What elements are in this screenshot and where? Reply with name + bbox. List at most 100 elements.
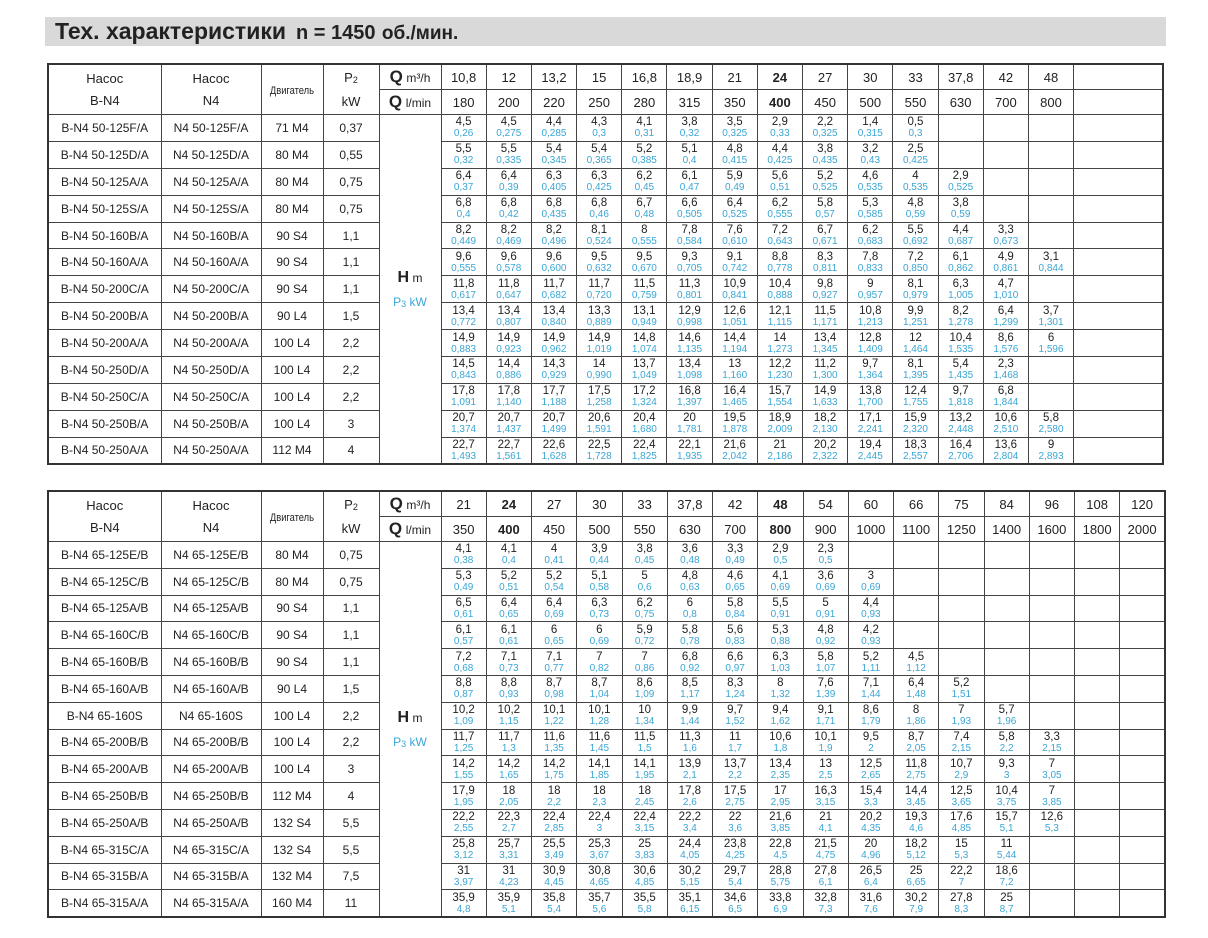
- head-value: 7: [1048, 784, 1056, 797]
- performance-cell: [1027, 382, 1075, 411]
- flow-m3h: 75: [938, 490, 985, 517]
- head-value: 8,2: [455, 224, 472, 236]
- head-value: 9,7: [862, 358, 879, 371]
- power-value: 1,230: [767, 370, 793, 382]
- head-value: 7: [1048, 757, 1056, 770]
- page-title: Тех. характеристики n = 1450 об./мин.: [55, 18, 459, 44]
- power-value: 1,628: [541, 450, 567, 462]
- flow-m3h: 12: [485, 63, 532, 90]
- model-n4: N4 65-250B/B: [160, 782, 262, 810]
- head-value: 2,9: [771, 116, 788, 129]
- power-value: 1,24: [725, 689, 745, 701]
- performance-cell: 8,1 0,979: [892, 275, 939, 304]
- performance-cell: [1073, 541, 1121, 569]
- head-value: 14,8: [633, 331, 656, 344]
- power-value: 2,2: [728, 769, 743, 781]
- head-value: 3,6: [681, 543, 698, 556]
- header-row: Насос B-N4 Насос N4 Двигатель P2 kW Q m³/h 21 24 2…: [47, 490, 1166, 542]
- head-value: 3,6: [817, 570, 834, 583]
- performance-cell: 4,1 0,38: [440, 541, 487, 569]
- model-n4: N4 50-160A/A: [160, 248, 262, 277]
- head-value: 21: [819, 811, 833, 824]
- head-value: 8: [641, 224, 648, 236]
- performance-cell: 3,3 0,673: [982, 221, 1029, 250]
- power-value: 0,75: [634, 608, 655, 620]
- power-value: 2,130: [812, 424, 838, 436]
- power-value: 1,39: [815, 689, 836, 701]
- power-value: 1,194: [722, 343, 748, 355]
- head-value: 9,9: [907, 304, 924, 317]
- performance-cell: 3,8 0,32: [666, 114, 713, 142]
- performance-cell: 17,9 1,95: [440, 782, 487, 810]
- table-row: B-N4 65-160A/B N4 65-160A/B 90 L4 1,5 8,8 0,8…: [47, 674, 1166, 703]
- table-row: B-N4 50-250A/A N4 50-250A/A 112 M4 4 22,7 1,4…: [47, 436, 1164, 465]
- flow-lmin: 350: [711, 89, 758, 115]
- power-value: 0,51: [499, 582, 519, 594]
- model-bn4: B-N4 50-200B/A: [47, 302, 162, 331]
- head-value: 12,5: [859, 757, 883, 770]
- model-bn4: B-N4 65-315A/A: [47, 889, 162, 918]
- power-value: 0,840: [541, 316, 567, 328]
- head-value: 8,1: [591, 224, 608, 236]
- head-value: 5,2: [817, 170, 834, 183]
- performance-cell: 4,7 1,010: [982, 275, 1029, 304]
- performance-cell: 9,1 0,742: [711, 248, 758, 277]
- power-value: 2,706: [948, 450, 974, 462]
- performance-cell: 14,4 3,45: [892, 782, 940, 810]
- head-value: 17,2: [633, 385, 656, 398]
- head-value: 16,3: [814, 784, 837, 797]
- performance-cell: 18,6 7,2: [983, 862, 1030, 891]
- performance-cell: [1027, 167, 1075, 196]
- power-value: 0,69: [861, 582, 881, 594]
- header-row: Q l/min 350 400 450 500 550 630 700 800 900 1000 11…: [48, 516, 1166, 542]
- power-value: 1,010: [993, 289, 1019, 301]
- head-value: 11,8: [452, 277, 475, 290]
- power-value: 1,12: [906, 662, 926, 674]
- performance-cell: 25,7 3,31: [485, 835, 533, 864]
- head-value: 5,6: [771, 170, 788, 183]
- performance-cell: 3,8 0,435: [801, 140, 849, 169]
- model-bn4: B-N4 65-315B/A: [47, 862, 162, 891]
- power-value: 3,65: [951, 796, 972, 808]
- power-value: 4,65: [589, 876, 610, 888]
- performance-cell: [1028, 648, 1076, 676]
- power-value: 0,405: [541, 182, 567, 194]
- power-value: 3,4: [682, 823, 697, 835]
- head-value: 22,7: [452, 438, 475, 451]
- head-value: 9,1: [726, 250, 743, 263]
- power-value: 0,45: [634, 182, 655, 194]
- performance-cell: 9,5 0,670: [621, 248, 668, 277]
- power-value: 0,555: [767, 209, 793, 221]
- performance-cell: [1073, 728, 1121, 757]
- table-row: B-N4 50-250C/A N4 50-250C/A 100 L4 2,2 17,8 1…: [47, 382, 1164, 411]
- head-value: 20,7: [497, 412, 520, 425]
- head-value: 8,7: [908, 730, 925, 743]
- table-row: B-N4 50-200B/A N4 50-200B/A 90 L4 1,5 13,4 0,…: [47, 302, 1164, 331]
- performance-cell: 8,5 1,17: [666, 674, 714, 703]
- motor: 80 M4: [260, 140, 324, 169]
- head-value: 6,4: [455, 170, 472, 183]
- table-row: B-N4 65-125E/B N4 65-125E/B 80 M4 0,75 H m P3…: [47, 540, 1166, 918]
- head-value: 14,6: [678, 331, 701, 344]
- power-value: 1,437: [496, 424, 522, 436]
- performance-cell: 5,3 0,88: [757, 621, 804, 650]
- performance-cell: 9,6 0,578: [485, 248, 532, 277]
- head-value: 25,8: [452, 838, 475, 851]
- performance-cell: 2,5 0,425: [892, 140, 939, 169]
- power-value: 3,83: [634, 850, 655, 862]
- flow-m3h: 15: [576, 63, 623, 90]
- performance-cell: [1119, 567, 1166, 596]
- power-value: 1,140: [496, 397, 522, 409]
- performance-cell: 6,4 0,39: [485, 167, 532, 196]
- table-row: B-N4 50-125S/A N4 50-125S/A 80 M4 0,75 6,8 0,…: [47, 194, 1164, 223]
- model-bn4: B-N4 65-160C/B: [47, 621, 162, 650]
- head-value: 6,6: [681, 197, 698, 210]
- flow-m3h: 10,8: [440, 63, 487, 90]
- power-value: 0,59: [950, 209, 971, 221]
- performance-cell: [892, 567, 940, 596]
- power-value: 4,25: [725, 850, 745, 862]
- power-value: 0,449: [451, 236, 477, 247]
- performance-cell: 22,4 3: [576, 808, 623, 837]
- power-value: 2,05: [499, 796, 519, 808]
- model-n4: N4 50-250A/A: [160, 436, 262, 465]
